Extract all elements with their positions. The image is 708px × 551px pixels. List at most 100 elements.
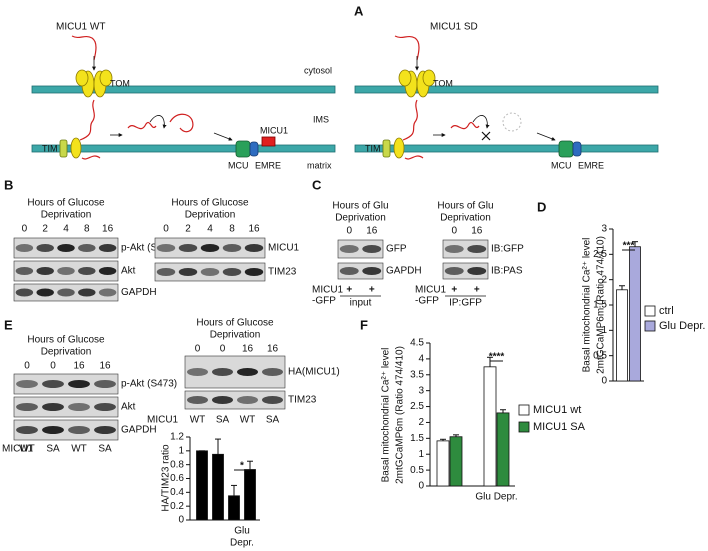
y-tick-label: 1.5 (593, 300, 607, 311)
sample-label: -GFP (312, 296, 336, 307)
sample-label: -GFP (415, 296, 439, 307)
row-label: TIM23 (268, 267, 297, 278)
y-axis-label: 2mtGCaMP6m (Ratio 474/410) (395, 346, 406, 484)
blot-band (78, 267, 96, 275)
y-tick-label: 0 (601, 376, 607, 387)
compartment-label: matrix (307, 160, 332, 170)
y-axis-label: Basal mitochondrial Ca²⁺ level (582, 238, 593, 373)
row-label: GFP (386, 244, 407, 255)
blot-title: Hours of Glucose (27, 198, 105, 209)
lane-label: 16 (471, 226, 483, 237)
blot-band (42, 380, 64, 388)
legend-label: ctrl (659, 305, 674, 317)
y-tick-label: 0.6 (170, 473, 184, 484)
y-tick-label: 0.5 (593, 350, 607, 361)
blot-band (362, 245, 382, 253)
lane-label: 8 (229, 224, 235, 235)
row-label: GAPDH (121, 425, 157, 436)
sample-mark: + (451, 285, 457, 296)
blot-strip (13, 419, 119, 441)
genotype-value: WT (71, 444, 87, 455)
blot-band (178, 268, 198, 276)
bar (616, 289, 628, 382)
blot-band (262, 396, 283, 404)
y-axis-label: 2mtGCaMP6m (Ratio 474/410) (596, 236, 607, 374)
genotype-value: SA (46, 444, 60, 455)
blot-band (16, 426, 38, 434)
blot-title: Hours of Glucose (27, 335, 105, 346)
bar (436, 440, 450, 487)
panel-label: A (354, 3, 364, 18)
blot-band (200, 244, 220, 252)
row-label: MICU1 (268, 243, 300, 254)
blot-band (156, 268, 176, 276)
blot-band (222, 244, 242, 252)
genotype-value: WT (240, 415, 256, 426)
y-tick-label: 0.4 (170, 487, 184, 498)
genotype-value: WT (190, 415, 206, 426)
legend-swatch (518, 421, 530, 433)
mitochondria-diagram (355, 36, 658, 159)
row-label: Akt (121, 402, 136, 413)
lane-label: 0 (50, 361, 56, 372)
blot-band (16, 380, 38, 388)
row-label: IB:PAS (491, 266, 523, 277)
blot-title: Deprivation (41, 347, 92, 358)
sample-mark: + (369, 285, 375, 296)
legend-label: MICU1 SA (533, 421, 586, 433)
blot-band (212, 396, 233, 404)
blot-title: Hours of Glu (437, 201, 493, 212)
legend-swatch (644, 305, 656, 317)
row-label: p-Akt (S473) (121, 243, 177, 254)
y-tick-label: 2.5 (593, 249, 607, 260)
blot-band (36, 244, 54, 252)
lane-label: 4 (63, 224, 69, 235)
blot-band (94, 380, 116, 388)
significance-label: * (240, 461, 244, 472)
lane-label: 16 (242, 344, 254, 355)
blot-band (42, 403, 64, 411)
sample-mark: + (346, 285, 352, 296)
block-mark (481, 131, 491, 141)
lane-label: 8 (84, 224, 90, 235)
blot-strip (13, 373, 119, 395)
compartment-label: cytosol (304, 65, 332, 75)
genotype-value: SA (98, 444, 112, 455)
bar (196, 450, 208, 521)
y-tick-label: 0 (418, 481, 424, 492)
blot-band (237, 368, 258, 376)
blot-strip (337, 239, 384, 259)
blot-band (262, 368, 283, 376)
group-label: Glu (234, 526, 250, 537)
lane-label: 16 (73, 361, 85, 372)
lane-label: 0 (24, 361, 30, 372)
row-label: IB:GFP (491, 244, 524, 255)
y-tick-label: 1.5 (410, 433, 424, 444)
blot-band (362, 267, 382, 275)
x-tick-label: Glu Depr. (475, 492, 517, 503)
blot-band (339, 267, 359, 275)
blot-band (15, 267, 34, 275)
bar (212, 453, 224, 521)
blot-band (187, 368, 208, 376)
blot-title: Hours of Glucose (171, 198, 249, 209)
tom-label: TOM (110, 78, 130, 88)
row-label: Akt (121, 266, 136, 277)
legend-label: Glu Depr. (659, 320, 705, 332)
blot-band (16, 403, 38, 411)
row-label: GAPDH (121, 287, 157, 298)
y-tick-label: 2 (601, 274, 607, 285)
panel-label: F (360, 317, 368, 332)
legend-swatch (644, 320, 656, 332)
y-tick-label: 3 (601, 224, 607, 235)
lane-label: 4 (207, 224, 213, 235)
genotype-value: SA (266, 415, 280, 426)
lane-label: 0 (163, 224, 169, 235)
blot-band (94, 426, 116, 434)
y-tick-label: 2 (418, 417, 424, 428)
y-tick-label: 0.8 (170, 459, 184, 470)
lane-label: 2 (42, 224, 48, 235)
bar (449, 436, 463, 487)
lane-label: 16 (248, 224, 260, 235)
